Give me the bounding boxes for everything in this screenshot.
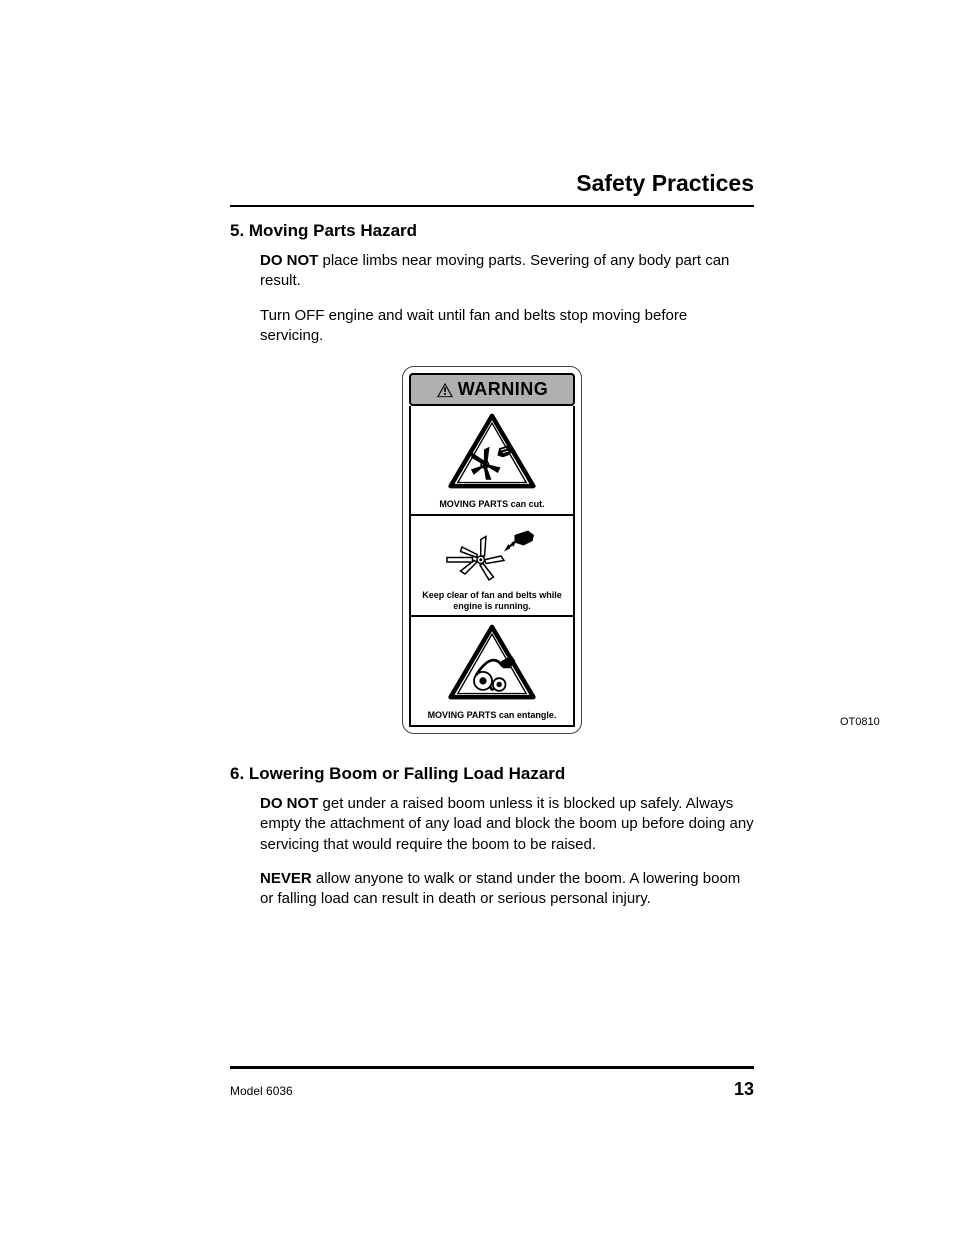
page-header-title: Safety Practices <box>230 170 754 207</box>
warning-panel-1-caption: MOVING PARTS can cut. <box>413 499 571 510</box>
section-6-heading: 6. Lowering Boom or Falling Load Hazard <box>230 764 754 784</box>
section-6: 6. Lowering Boom or Falling Load Hazard … <box>230 764 754 909</box>
warning-panel-1: MOVING PARTS can cut. <box>409 406 575 516</box>
lead-bold: DO NOT <box>260 252 318 269</box>
section-6-p1: DO NOT get under a raised boom unless it… <box>260 794 754 855</box>
footer-model: Model 6036 <box>230 1084 293 1098</box>
hazard-triangle-entangle-icon <box>447 623 537 701</box>
warning-header: WARNING <box>409 373 575 406</box>
hazard-triangle-cut-icon <box>447 412 537 490</box>
warning-label: WARNING <box>402 366 582 734</box>
lead-bold: DO NOT <box>260 795 318 812</box>
warning-label-figure: WARNING <box>230 366 754 734</box>
p-rest: get under a raised boom unless it is blo… <box>260 795 754 853</box>
p-rest: Turn OFF engine and wait until fan and b… <box>260 307 687 344</box>
warning-panel-3: MOVING PARTS can entangle. <box>409 617 575 727</box>
fan-keep-clear-icon <box>437 526 547 586</box>
section-5-body: DO NOT place limbs near moving parts. Se… <box>230 251 754 346</box>
section-6-p2: NEVER allow anyone to walk or stand unde… <box>260 869 754 910</box>
p-rest: allow anyone to walk or stand under the … <box>260 870 740 907</box>
page-footer: Model 6036 13 <box>230 1066 754 1100</box>
section-5-heading: 5. Moving Parts Hazard <box>230 221 754 241</box>
lead-bold: NEVER <box>260 870 312 887</box>
alert-triangle-icon <box>436 382 454 398</box>
figure-code: OT0810 <box>840 716 880 728</box>
warning-panel-2-caption: Keep clear of fan and belts while engine… <box>413 590 571 612</box>
warning-header-text: WARNING <box>458 379 549 400</box>
section-6-body: DO NOT get under a raised boom unless it… <box>230 794 754 909</box>
p-rest: place limbs near moving parts. Severing … <box>260 252 729 289</box>
footer-page-number: 13 <box>734 1079 754 1100</box>
section-5-p1: DO NOT place limbs near moving parts. Se… <box>260 251 754 292</box>
section-5: 5. Moving Parts Hazard DO NOT place limb… <box>230 221 754 346</box>
section-5-p2: Turn OFF engine and wait until fan and b… <box>260 306 754 347</box>
warning-panel-3-caption: MOVING PARTS can entangle. <box>413 710 571 721</box>
warning-panel-2: Keep clear of fan and belts while engine… <box>409 516 575 618</box>
